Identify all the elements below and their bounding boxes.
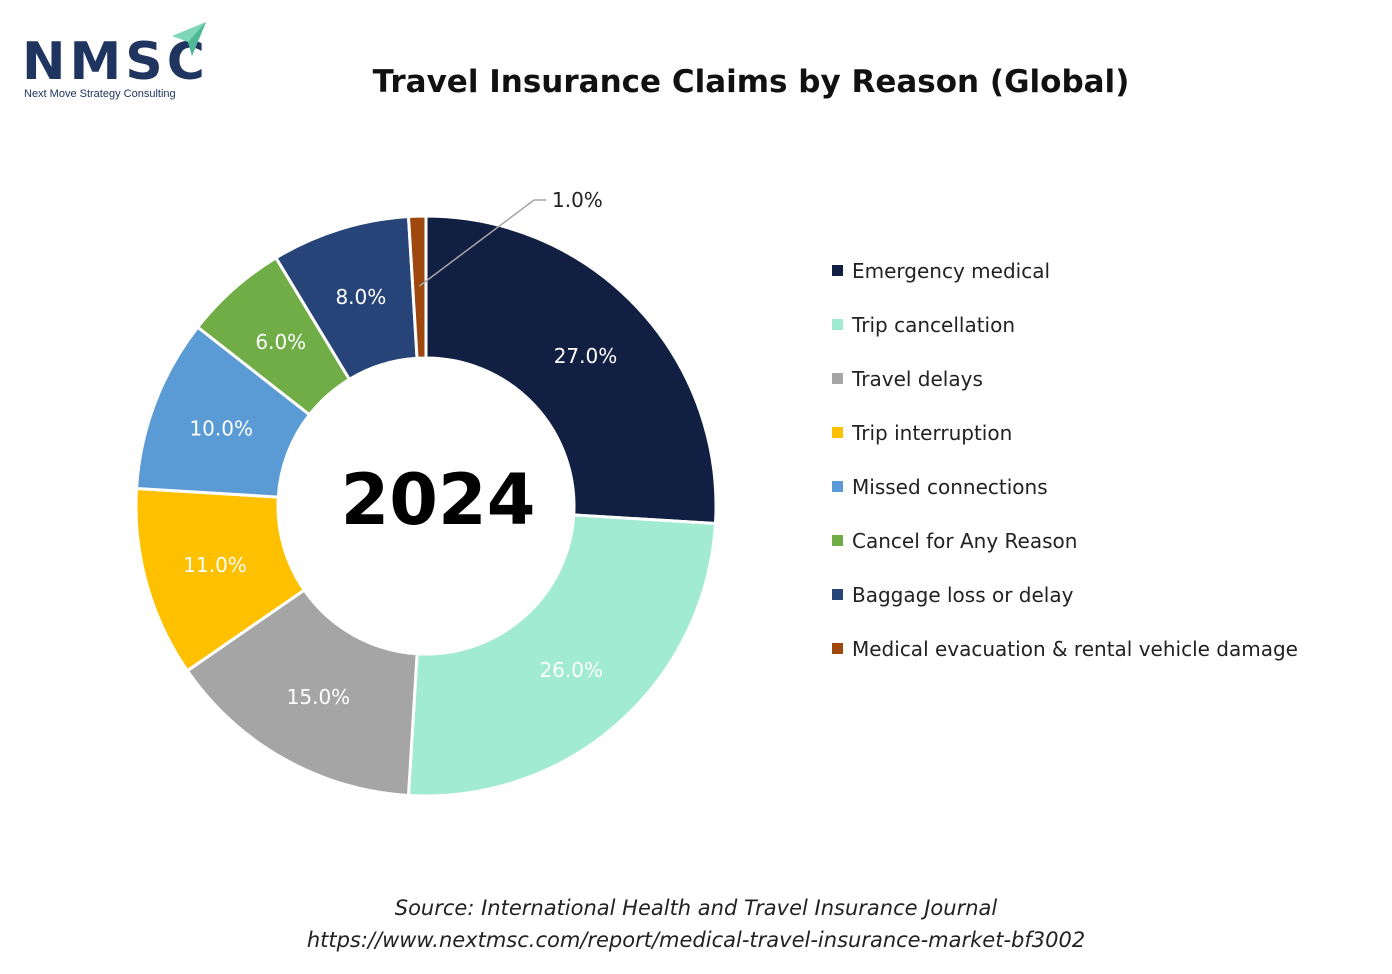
legend-label: Emergency medical xyxy=(852,259,1051,283)
legend-swatch xyxy=(832,643,843,654)
logo: NMSC Next Move Strategy Consulting xyxy=(20,18,220,108)
data-label: 15.0% xyxy=(287,685,351,709)
data-label: 26.0% xyxy=(539,658,603,682)
data-label: 11.0% xyxy=(183,553,247,577)
legend-swatch xyxy=(832,535,843,546)
legend-swatch xyxy=(832,481,843,492)
legend-item: Trip cancellation xyxy=(832,310,1298,364)
logo-text: NMSC xyxy=(22,32,209,92)
legend-item: Baggage loss or delay xyxy=(832,580,1298,634)
logo-tagline: Next Move Strategy Consulting xyxy=(24,88,176,100)
arrow-logo-icon xyxy=(172,22,206,56)
legend-label: Missed connections xyxy=(852,475,1048,499)
legend-label: Baggage loss or delay xyxy=(852,583,1074,607)
legend-item: Emergency medical xyxy=(832,256,1298,310)
legend-swatch xyxy=(832,319,843,330)
slice-trip-cancellation xyxy=(406,513,718,798)
legend-item: Cancel for Any Reason xyxy=(832,526,1298,580)
legend-swatch xyxy=(832,589,843,600)
legend-label: Trip interruption xyxy=(852,421,1013,445)
data-label: 10.0% xyxy=(189,416,253,440)
data-label: 1.0% xyxy=(552,188,603,212)
legend-item: Missed connections xyxy=(832,472,1298,526)
source-citation: Source: International Health and Travel … xyxy=(394,896,998,920)
legend-label: Cancel for Any Reason xyxy=(852,529,1078,553)
slice-medical-evacuation-rental-vehicle-damage xyxy=(406,214,428,360)
legend-swatch xyxy=(832,427,843,438)
donut-chart: 27.0% 26.0% 15.0% 11.0% 10.0% 6.0% 8.0% 1.0% 20… xyxy=(134,188,718,798)
legend-item: Medical evacuation & rental vehicle dama… xyxy=(832,634,1298,688)
donut-slices xyxy=(134,214,718,798)
slice-emergency-medical xyxy=(424,214,718,526)
source-note: Source: International Health and Travel … xyxy=(0,892,1392,956)
chart-title: Travel Insurance Claims by Reason (Globa… xyxy=(372,64,1130,100)
source-url: https://www.nextmsc.com/report/medical-t… xyxy=(306,928,1086,952)
slice-travel-delays xyxy=(185,587,419,798)
data-label: 8.0% xyxy=(335,285,386,309)
data-labels: 27.0% 26.0% 15.0% 11.0% 10.0% 6.0% 8.0% 1.0% xyxy=(183,188,617,709)
data-label: 6.0% xyxy=(255,330,306,354)
legend-item: Travel delays xyxy=(832,364,1298,418)
legend-swatch xyxy=(832,373,843,384)
legend-swatch xyxy=(832,265,843,276)
chart-legend: Emergency medical Trip cancellation Travel… xyxy=(832,256,1298,688)
center-year-label: 2024 xyxy=(341,459,536,541)
legend-label: Medical evacuation & rental vehicle dama… xyxy=(852,637,1298,661)
leader-line xyxy=(418,199,546,287)
legend-item: Trip interruption xyxy=(832,418,1298,472)
legend-label: Travel delays xyxy=(852,367,983,391)
legend-label: Trip cancellation xyxy=(852,313,1016,337)
data-label: 27.0% xyxy=(554,344,618,368)
